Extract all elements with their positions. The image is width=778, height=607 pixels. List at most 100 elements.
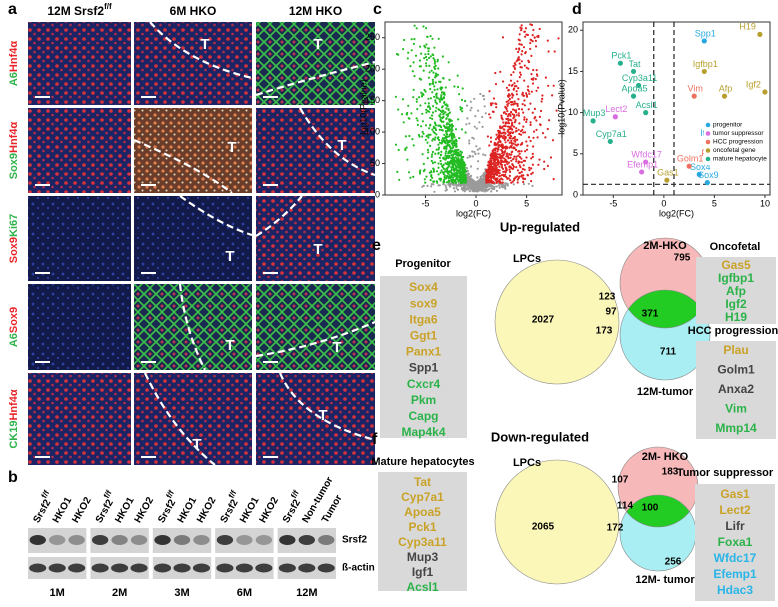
panel-title: Up-regulated bbox=[500, 219, 580, 234]
band bbox=[29, 535, 46, 545]
boundary bbox=[179, 195, 253, 237]
venn-set-label: LPCs bbox=[513, 253, 541, 265]
micrograph bbox=[134, 108, 252, 193]
row-label-part: CK19 bbox=[8, 421, 20, 449]
gene-name: Gas1 bbox=[720, 487, 750, 501]
x-tick-label: 5 bbox=[712, 198, 717, 208]
point-label: Igfbp1 bbox=[693, 59, 718, 69]
venn-count: 256 bbox=[665, 557, 682, 568]
micrograph bbox=[28, 373, 131, 465]
gene-name: Gas5 bbox=[721, 258, 751, 272]
band bbox=[317, 563, 335, 573]
point-label: Spp1 bbox=[695, 28, 716, 38]
list-title: Progenitor bbox=[395, 258, 451, 270]
point bbox=[607, 138, 613, 145]
plot-frame bbox=[384, 21, 563, 196]
boundary bbox=[144, 372, 216, 466]
gene-name: Lifr bbox=[725, 519, 745, 533]
venn-count: 371 bbox=[642, 309, 659, 320]
boundary bbox=[255, 60, 376, 97]
micrograph bbox=[28, 108, 131, 193]
micrograph bbox=[134, 284, 252, 370]
band bbox=[49, 535, 66, 545]
lane-label-superscript: f/f bbox=[40, 489, 52, 500]
band bbox=[130, 535, 148, 545]
row-label: A6Hnf4α bbox=[8, 41, 20, 87]
venn-set-label: LPCs bbox=[513, 457, 541, 469]
gene-name: Capg bbox=[409, 409, 439, 423]
venn-count: 173 bbox=[596, 326, 613, 337]
venn-count: 711 bbox=[660, 347, 677, 358]
gene-name: sox9 bbox=[410, 296, 438, 310]
x-axis-label: log2(FC) bbox=[659, 208, 694, 218]
venn-outline bbox=[494, 459, 620, 585]
venn-outline bbox=[619, 289, 711, 381]
gene-name: Hdac3 bbox=[717, 583, 753, 597]
gene-box bbox=[378, 472, 467, 591]
column-header-superscript: f/f bbox=[104, 2, 112, 11]
tumor-label: T bbox=[227, 139, 236, 156]
panel-label: b bbox=[8, 469, 18, 486]
point-cloud bbox=[394, 24, 468, 185]
lane-label-text: HKO2 bbox=[257, 495, 281, 525]
column-header: 12M HKO bbox=[289, 4, 342, 18]
legend-marker bbox=[705, 156, 711, 162]
row-label-part: A6 bbox=[8, 72, 20, 86]
gene-name: Plau bbox=[723, 343, 748, 357]
point-cloud bbox=[485, 23, 560, 184]
band bbox=[216, 563, 234, 573]
y-tick-label: 5 bbox=[573, 148, 578, 158]
band bbox=[173, 535, 191, 545]
column-header-text: 12M HKO bbox=[289, 4, 342, 18]
point bbox=[701, 38, 707, 44]
boundary bbox=[133, 138, 233, 194]
gene-name: Pck1 bbox=[408, 520, 436, 534]
micrograph bbox=[256, 284, 375, 370]
boundary bbox=[255, 320, 376, 358]
row-label-part: Hnf4α bbox=[8, 122, 20, 153]
point-label: Apoa5 bbox=[622, 84, 648, 94]
micrograph bbox=[28, 196, 131, 281]
venn-overlap bbox=[620, 290, 710, 328]
point-label: Pck1 bbox=[611, 51, 631, 61]
venn-count: 123 bbox=[599, 292, 616, 303]
point-label: Afp bbox=[719, 84, 733, 94]
legend-marker bbox=[705, 148, 711, 153]
panel-label: f bbox=[372, 431, 378, 448]
x-tick-label: -5 bbox=[609, 198, 617, 208]
x-tick-label: -5 bbox=[421, 198, 429, 208]
point bbox=[630, 68, 637, 75]
point-label: Wfdc17 bbox=[631, 149, 662, 159]
y-tick-label: 200 bbox=[365, 64, 380, 74]
list-title: Oncofetal bbox=[710, 241, 761, 253]
boundary bbox=[149, 21, 253, 80]
venn-set bbox=[495, 260, 619, 384]
row-label-part: Hnf4α bbox=[8, 389, 20, 420]
venn-count: 172 bbox=[607, 523, 624, 534]
legend-label: oncofetal gene bbox=[713, 147, 756, 154]
micrograph bbox=[134, 22, 252, 105]
y-tick-label: 20 bbox=[568, 25, 578, 35]
point-label: Cyp3a11 bbox=[622, 73, 657, 83]
tumor-label: T bbox=[200, 36, 209, 53]
point-label: Cyp7a1 bbox=[596, 129, 627, 139]
row-label: CK19Hnf4α bbox=[8, 389, 20, 449]
point-label: Mup3 bbox=[583, 108, 606, 118]
row-label-part: Sox9 bbox=[8, 153, 20, 179]
venn-overlap bbox=[620, 495, 696, 527]
y-axis-label: -log10(Pvalue) bbox=[358, 79, 368, 138]
band bbox=[318, 535, 335, 545]
micrograph bbox=[256, 22, 375, 105]
gene-name: Afp bbox=[726, 284, 746, 298]
gene-name: Mup3 bbox=[407, 550, 439, 564]
lane-label-text: HKO2 bbox=[70, 495, 94, 525]
micrograph bbox=[28, 22, 131, 105]
micrograph bbox=[256, 196, 375, 281]
lane-label: HKO2 bbox=[70, 495, 94, 525]
point-label: Sox9 bbox=[698, 170, 719, 180]
band bbox=[91, 563, 109, 573]
lane-label-text: HKO2 bbox=[132, 495, 156, 525]
lane-label-superscript: f/f bbox=[102, 489, 114, 500]
boundary bbox=[178, 283, 206, 371]
